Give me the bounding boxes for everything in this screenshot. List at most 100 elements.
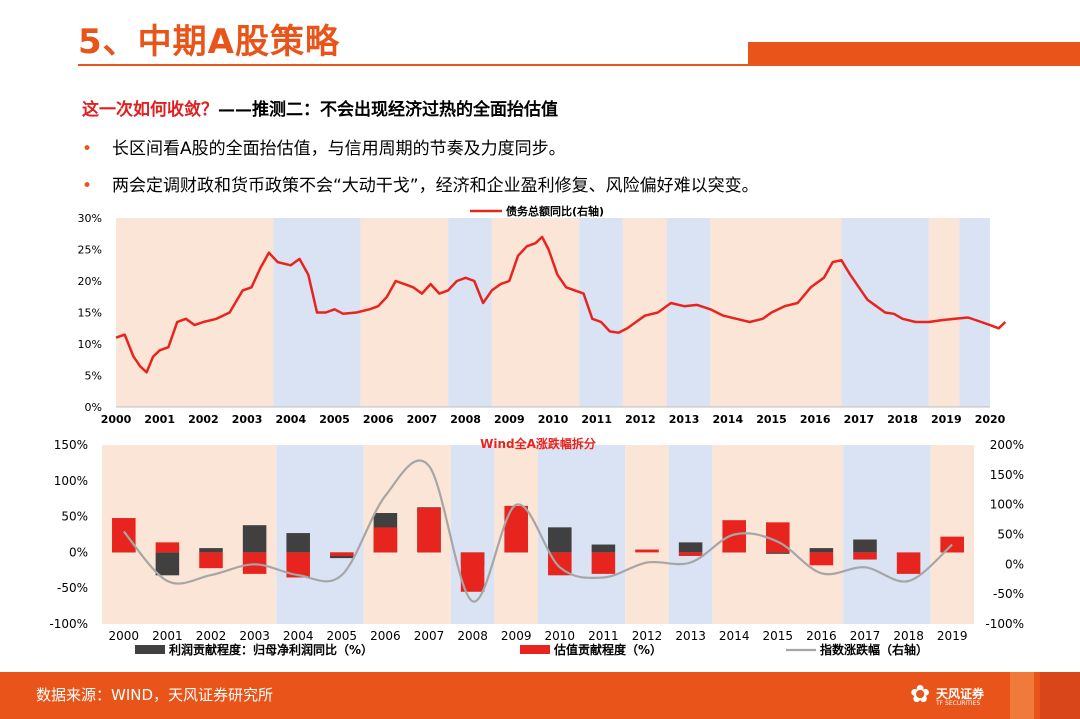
x-tick-label: 2020 — [975, 413, 1006, 426]
x-tick-label: 2003 — [239, 629, 270, 643]
background-band — [928, 218, 960, 407]
y-tick-label: 0% — [85, 401, 102, 414]
y-right-tick-label: 100% — [990, 498, 1024, 512]
y-tick-label: 30% — [78, 212, 102, 225]
x-tick-label: 2019 — [931, 413, 962, 426]
x-tick-label: 2015 — [756, 413, 787, 426]
x-tick-label: 2014 — [719, 629, 750, 643]
bar-valuation-contribution — [809, 552, 834, 566]
logo-subtitle: TF SECURITIES — [936, 700, 981, 707]
background-band — [579, 218, 623, 407]
y-tick-label: 5% — [85, 370, 102, 383]
bar-valuation-contribution — [242, 552, 267, 574]
x-tick-label: 2008 — [457, 629, 488, 643]
footer-bar: 数据来源：WIND，天风证券研究所 ✿ 天风证券 TF SECURITIES — [0, 672, 1080, 719]
x-tick-label: 2004 — [275, 413, 306, 426]
flower-icon: ✿ — [910, 680, 931, 708]
x-tick-label: 2019 — [937, 629, 968, 643]
background-band — [450, 445, 495, 624]
x-tick-label: 2004 — [283, 629, 314, 643]
bar-valuation-contribution — [940, 536, 964, 553]
bar-profit-contribution — [591, 544, 616, 553]
bar-profit-contribution — [199, 548, 223, 553]
y-tick-label: 10% — [78, 338, 102, 351]
y-left-tick-label: 100% — [54, 474, 88, 488]
header-underline — [78, 64, 750, 66]
bullet-item: • 长区间看A股的全面抬估值，与信用周期的节奏及力度同步。 — [82, 134, 566, 159]
page-title: 5、中期A股策略 — [78, 22, 340, 62]
header-accent-bar — [748, 42, 1080, 66]
bar-valuation-contribution — [678, 552, 703, 556]
background-band — [116, 218, 274, 407]
bar-profit-contribution — [853, 539, 877, 553]
x-tick-label: 2018 — [887, 413, 918, 426]
bar-valuation-contribution — [330, 552, 354, 556]
bar-valuation-contribution — [112, 518, 136, 553]
x-tick-label: 2018 — [893, 629, 924, 643]
background-band — [491, 218, 580, 407]
x-tick-label: 2000 — [109, 629, 140, 643]
bar-profit-contribution — [242, 525, 267, 553]
x-tick-label: 2001 — [144, 413, 175, 426]
legend-swatch-profit — [135, 645, 165, 654]
y-right-tick-label: 150% — [990, 468, 1024, 482]
legend-label-debt-growth: 债务总额同比(右轴) — [506, 204, 604, 218]
y-left-tick-label: -50% — [57, 581, 88, 595]
x-tick-label: 2012 — [632, 629, 663, 643]
x-tick-label: 2003 — [232, 413, 263, 426]
debt-growth-line-chart: 30% 25% 20% 15% 10% 5% 0%2000 2001 2002 2003 2004 2… — [78, 204, 1007, 426]
bar-valuation-contribution — [722, 520, 746, 553]
x-tick-label: 2009 — [501, 629, 532, 643]
x-tick-label: 2013 — [669, 413, 700, 426]
x-tick-label: 2008 — [450, 413, 481, 426]
legend-label-index: 指数涨跌幅（右轴） — [820, 642, 928, 657]
logo-name: 天风证券 — [936, 687, 985, 701]
bullet-text: 两会定调财政和货币政策不会“大动干戈”，经济和企业盈利修复、风险偏好难以突变。 — [112, 176, 759, 196]
x-tick-label: 2011 — [588, 629, 619, 643]
chart-title: Wind全A涨跌幅拆分 — [480, 436, 596, 451]
bar-valuation-contribution — [853, 552, 877, 560]
y-tick-label: 25% — [78, 244, 102, 257]
background-band — [959, 218, 990, 407]
legend-label-valuation: 估值贡献程度（%） — [553, 642, 662, 657]
x-tick-label: 2017 — [850, 629, 881, 643]
background-band — [930, 445, 974, 624]
x-tick-label: 2015 — [763, 629, 794, 643]
bullet-text: 长区间看A股的全面抬估值，与信用周期的节奏及力度同步。 — [112, 139, 566, 159]
x-tick-label: 2006 — [363, 413, 394, 426]
x-tick-label: 2005 — [319, 413, 350, 426]
y-left-tick-label: 0% — [69, 545, 88, 559]
bar-valuation-contribution — [591, 552, 616, 574]
footer-source: 数据来源：WIND，天风证券研究所 — [36, 686, 274, 704]
bar-profit-contribution — [766, 552, 790, 554]
bar-profit-contribution — [678, 542, 703, 553]
bullet-dot: • — [82, 176, 93, 196]
x-tick-label: 2005 — [327, 629, 358, 643]
bar-valuation-contribution — [896, 552, 921, 574]
y-right-tick-label: -50% — [993, 587, 1024, 601]
background-band — [360, 218, 449, 407]
x-tick-label: 2012 — [625, 413, 656, 426]
background-band — [710, 218, 842, 407]
x-tick-label: 2010 — [545, 629, 576, 643]
footer-decoration — [1040, 672, 1080, 719]
x-tick-label: 2016 — [800, 413, 831, 426]
bullet-dot: • — [82, 139, 93, 159]
bar-profit-contribution — [809, 548, 834, 553]
x-tick-label: 2011 — [581, 413, 612, 426]
y-right-tick-label: -100% — [985, 617, 1024, 631]
y-left-tick-label: 150% — [54, 438, 88, 452]
y-tick-label: 20% — [78, 275, 102, 288]
bar-valuation-contribution — [460, 552, 485, 592]
wind-all-a-decomposition-chart: 150% 100% 50% 0% -50% -100% 200% 150% 100% 50% 0% -… — [49, 436, 1024, 657]
x-tick-label: 2017 — [844, 413, 875, 426]
x-tick-label: 2016 — [806, 629, 837, 643]
bar-valuation-contribution — [155, 542, 180, 553]
legend-swatch-valuation — [520, 645, 550, 654]
background-band — [843, 445, 931, 624]
bar-profit-contribution — [286, 533, 310, 553]
y-tick-label: 15% — [78, 307, 102, 320]
x-tick-label: 2013 — [675, 629, 706, 643]
series-line-index-change — [122, 459, 953, 603]
bar-profit-contribution — [155, 552, 180, 576]
